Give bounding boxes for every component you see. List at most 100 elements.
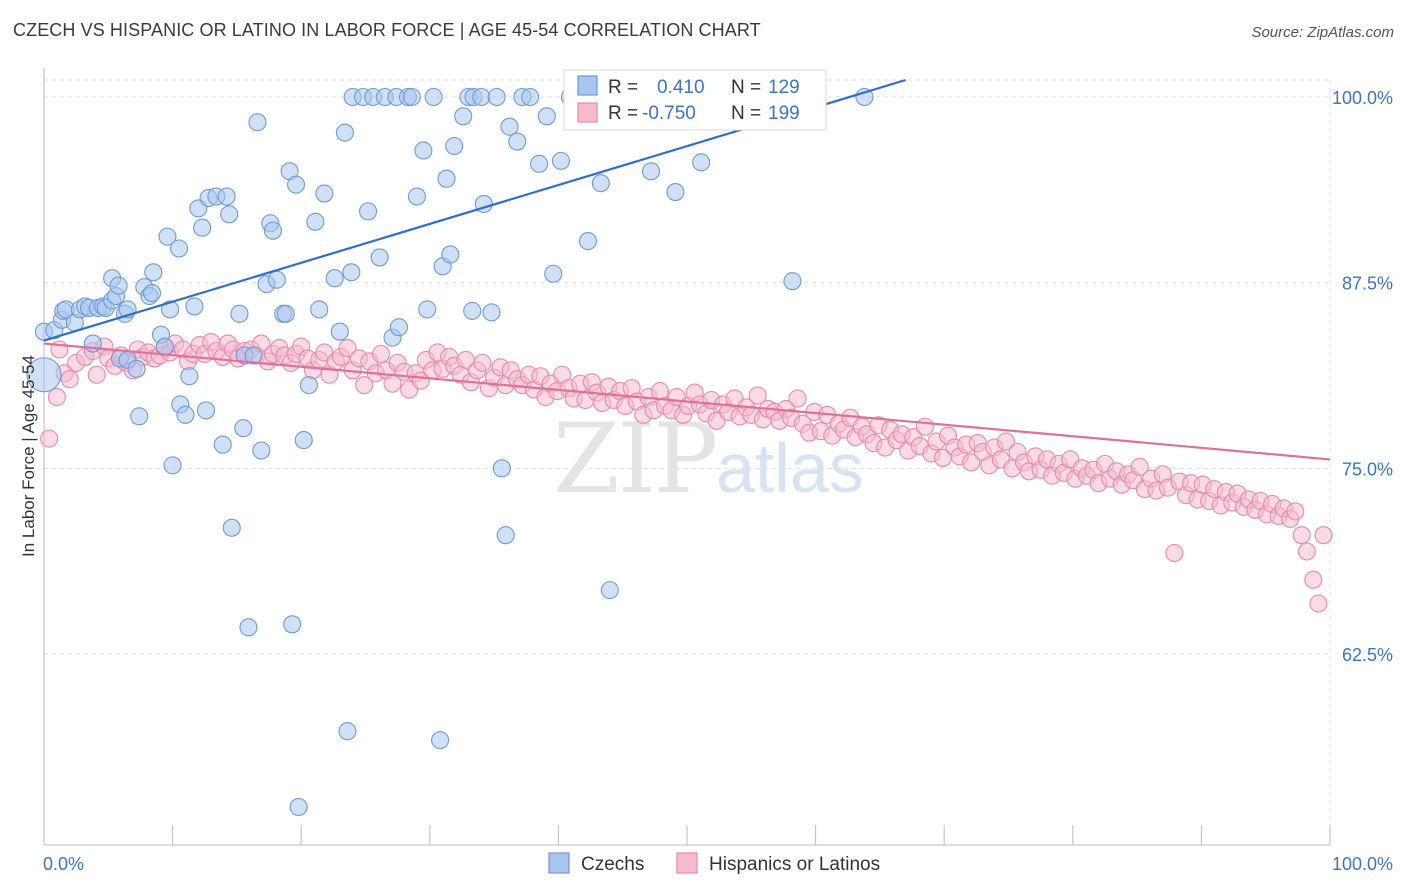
czechs-point <box>508 132 527 151</box>
hispanics-point <box>87 365 106 384</box>
watermark: ZIP atlas <box>553 403 864 515</box>
czechs-point <box>578 232 598 251</box>
hispanics-point <box>915 417 934 436</box>
legend-czechs-label[interactable]: Czechs <box>581 854 644 875</box>
czechs-point <box>213 435 232 454</box>
czechs-point <box>338 722 357 741</box>
czechs-point <box>127 359 146 378</box>
legend-hispanics-label[interactable]: Hispanics or Latinos <box>709 854 880 875</box>
czechs-point <box>248 113 267 132</box>
hispanics-point <box>748 386 767 405</box>
czechs-point <box>591 174 610 193</box>
czechs-point <box>359 202 378 221</box>
czechs-point <box>217 187 236 206</box>
stats-box: R = 0.410 N = 129 R = -0.750 N = 199 <box>563 69 827 131</box>
czechs-point <box>144 263 163 282</box>
czechs-point <box>692 153 711 172</box>
y-tick-labels: 62.5% 75.0% 87.5% 100.0% <box>1332 88 1393 665</box>
czechs-point <box>496 526 515 545</box>
czechs-point <box>418 300 437 319</box>
czechs-point <box>537 107 556 126</box>
stats-czechs-swatch <box>577 75 598 96</box>
czechs-point <box>180 367 199 386</box>
czechs-point <box>244 346 263 365</box>
stats-hispanics-r-value: -0.750 <box>642 103 696 124</box>
czechs-point <box>252 441 271 460</box>
hispanics-point <box>40 429 59 448</box>
czechs-point <box>389 318 408 337</box>
czechs-point <box>370 248 389 267</box>
y-tick-label-3: 100.0% <box>1332 88 1393 108</box>
czechs-point <box>289 797 308 817</box>
x-tick-label-max: 100.0% <box>1332 854 1393 874</box>
czechs-point <box>230 304 249 323</box>
czechs-point <box>407 187 426 206</box>
czechs-point <box>441 245 460 264</box>
y-tick-label-2: 87.5% <box>1342 274 1393 294</box>
legend-hispanics-swatch[interactable] <box>676 852 698 874</box>
czechs-point <box>283 615 302 634</box>
czechs-point <box>185 297 204 316</box>
y-tick-label-0: 62.5% <box>1342 645 1393 665</box>
czechs-point <box>267 270 286 289</box>
czechs-point <box>276 304 295 323</box>
czechs-point <box>306 212 325 231</box>
czechs-point <box>424 87 443 107</box>
stats-czechs-n-label: N = <box>731 77 761 98</box>
czechs-point <box>472 87 491 107</box>
czechs-point <box>431 731 450 750</box>
czechs-point <box>158 227 177 246</box>
stats-czechs-r-label: R = <box>608 77 638 98</box>
czechs-point <box>196 401 216 420</box>
czechs-point <box>330 322 349 341</box>
hispanics-point <box>1304 570 1323 589</box>
chart-title: CZECH VS HISPANIC OR LATINO IN LABOR FOR… <box>13 20 761 40</box>
czechs-point <box>551 151 571 170</box>
axes <box>43 68 1331 846</box>
hispanics-point <box>473 353 492 372</box>
czechs-point <box>530 154 549 173</box>
legend-czechs-swatch[interactable] <box>548 852 570 874</box>
czechs-point <box>783 272 802 291</box>
hispanics-point <box>60 370 79 389</box>
czechs-point <box>130 407 149 426</box>
hispanics-point <box>1314 526 1333 545</box>
hispanics-point <box>962 453 981 472</box>
czechs-point <box>463 301 482 320</box>
czechs-point <box>521 87 540 107</box>
czechs-point <box>193 218 212 237</box>
stats-hispanics-n-label: N = <box>731 103 761 124</box>
czechs-point <box>402 87 421 107</box>
czechs-point <box>299 376 318 395</box>
hispanics-point <box>47 387 66 407</box>
czechs-point <box>325 269 344 288</box>
x-tick-label-min: 0.0% <box>43 854 84 874</box>
czechs-point <box>666 183 685 202</box>
czechs-point <box>222 518 241 537</box>
czechs-point <box>487 87 506 107</box>
czechs-point <box>26 357 62 393</box>
czechs-point <box>220 205 239 224</box>
czechs-point <box>234 419 253 438</box>
hispanics-point <box>1286 502 1305 521</box>
hispanics-point <box>1165 543 1184 563</box>
czechs-point <box>544 264 563 283</box>
czechs-point <box>263 221 282 240</box>
svg-text:ZIP: ZIP <box>553 403 716 515</box>
czechs-point <box>155 337 174 356</box>
hispanics-point <box>1309 594 1328 613</box>
stats-czechs-n-value: 129 <box>768 77 800 98</box>
czechs-point <box>160 300 180 319</box>
czechs-point <box>169 239 189 258</box>
hispanics-point <box>1297 542 1316 561</box>
czechs-point <box>600 581 619 600</box>
source-credit: Source: ZipAtlas.com <box>1251 24 1394 41</box>
czechs-point <box>500 117 519 136</box>
legend: Czechs Hispanics or Latinos <box>548 852 880 875</box>
trend-lines <box>43 78 1331 461</box>
hispanics-point <box>355 376 374 395</box>
hispanics-point <box>1292 526 1311 545</box>
stats-hispanics-swatch <box>577 102 598 123</box>
czechs-point <box>342 263 361 282</box>
czechs-point <box>335 123 354 142</box>
